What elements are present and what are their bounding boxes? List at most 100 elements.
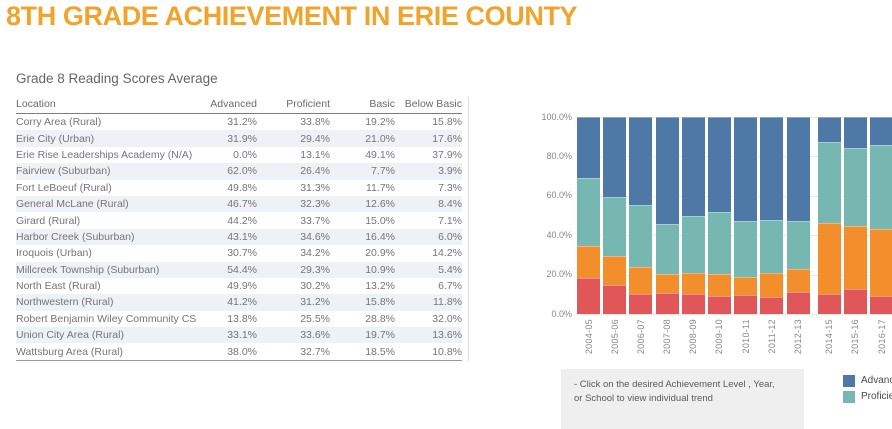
bar-segment-advanced[interactable] <box>681 117 705 217</box>
bar-segment-below-basic[interactable] <box>681 294 705 314</box>
basic-cell[interactable]: 21.0% <box>365 132 395 145</box>
below-basic-cell[interactable]: 17.6% <box>432 132 462 145</box>
bar-segment-basic[interactable] <box>681 273 705 295</box>
table-row[interactable]: North East (Rural) 49.9% 30.2% 13.2% 6.7% <box>16 278 462 294</box>
proficient-cell[interactable]: 29.3% <box>300 263 330 276</box>
basic-cell[interactable]: 18.5% <box>365 345 395 358</box>
advanced-cell[interactable]: 31.2% <box>227 116 257 129</box>
bar-segment-basic[interactable] <box>707 273 731 296</box>
bar-segment-proficient[interactable] <box>681 216 705 274</box>
bar-segment-advanced[interactable] <box>817 117 841 143</box>
bar-segment-below-basic[interactable] <box>843 288 867 314</box>
x-axis-label[interactable]: 2010-11 <box>740 319 751 354</box>
bar-segment-proficient[interactable] <box>629 205 653 267</box>
proficient-cell[interactable]: 31.3% <box>300 181 330 194</box>
bar-segment-advanced[interactable] <box>843 117 867 149</box>
table-row[interactable]: Erie Rise Leaderships Academy (N/A) 0.0% 1… <box>16 147 462 163</box>
table-row[interactable]: Northwestern (Rural) 41.2% 31.2% 15.8% 11.8% <box>16 294 462 311</box>
table-row[interactable]: Fort LeBoeuf (Rural) 49.8% 31.3% 11.7% 7.3% <box>16 180 462 196</box>
bar-segment-basic[interactable] <box>629 266 653 294</box>
bar-2016-17[interactable] <box>870 117 892 314</box>
x-axis-label[interactable]: 2007-08 <box>662 319 673 355</box>
bar-segment-advanced[interactable] <box>870 117 892 145</box>
location-cell[interactable]: Erie Rise Leaderships Academy (N/A) <box>16 148 193 161</box>
bar-segment-proficient[interactable] <box>734 221 758 277</box>
advanced-cell[interactable]: 49.8% <box>227 181 257 194</box>
bar-segment-basic[interactable] <box>786 269 810 292</box>
bar-2011-12[interactable] <box>760 117 784 314</box>
x-axis-label[interactable]: 2012-13 <box>793 319 803 355</box>
x-axis-label[interactable]: 2005-06 <box>609 319 620 355</box>
legend-item-advanced[interactable]: Advanced <box>843 374 892 387</box>
basic-cell[interactable]: 15.0% <box>365 214 395 227</box>
table-row[interactable]: Iroquois (Urban) 30.7% 34.2% 20.9% 14.2% <box>16 245 462 261</box>
bar-segment-proficient[interactable] <box>870 144 892 229</box>
x-axis-label[interactable]: 2014-15 <box>824 319 835 355</box>
location-cell[interactable]: General McLane (Rural) <box>16 198 129 211</box>
bar-2010-11[interactable] <box>734 117 758 314</box>
proficient-cell[interactable]: 33.6% <box>300 329 330 342</box>
basic-cell[interactable]: 16.4% <box>365 230 395 243</box>
bar-segment-basic[interactable] <box>603 255 627 286</box>
proficient-cell[interactable]: 33.8% <box>300 116 330 129</box>
below-basic-cell[interactable]: 37.9% <box>432 148 462 161</box>
location-cell[interactable]: Fort LeBoeuf (Rural) <box>16 181 112 194</box>
bar-2012-13[interactable] <box>786 117 810 314</box>
table-row[interactable]: Millcreek Township (Suburban) 54.4% 29.3% 1… <box>16 261 462 278</box>
bar-segment-below-basic[interactable] <box>786 291 810 314</box>
basic-cell[interactable]: 11.7% <box>366 181 395 194</box>
basic-cell[interactable]: 7.7% <box>371 165 395 178</box>
bar-segment-basic[interactable] <box>734 276 758 296</box>
legend-item-proficient[interactable]: Proficient <box>843 390 892 403</box>
proficient-cell[interactable]: 34.6% <box>300 230 330 243</box>
advanced-cell[interactable]: 30.7% <box>227 247 257 260</box>
bar-segment-proficient[interactable] <box>577 178 600 247</box>
location-cell[interactable]: Iroquois (Urban) <box>16 247 92 260</box>
table-row[interactable]: Corry Area (Rural) 31.2% 33.8% 19.2% 15.8% <box>16 114 462 130</box>
below-basic-cell[interactable]: 7.1% <box>438 214 462 227</box>
below-basic-cell[interactable]: 15.8% <box>432 116 462 129</box>
below-basic-cell[interactable]: 6.7% <box>438 280 462 293</box>
bar-segment-advanced[interactable] <box>734 117 758 222</box>
table-row[interactable]: Union City Area (Rural) 33.1% 33.6% 19.7% 13… <box>16 327 462 344</box>
advanced-cell[interactable]: 41.2% <box>227 296 257 309</box>
table-row[interactable]: Harbor Creek (Suburban) 43.1% 34.6% 16.4% 6.… <box>16 228 462 246</box>
bar-segment-advanced[interactable] <box>786 117 810 222</box>
proficient-cell[interactable]: 29.4% <box>300 132 330 145</box>
bar-segment-below-basic[interactable] <box>817 294 841 314</box>
proficient-cell[interactable]: 13.1% <box>300 148 330 161</box>
bar-2004-05[interactable] <box>577 117 600 314</box>
table-row[interactable]: General McLane (Rural) 46.7% 32.3% 12.6% 8.4… <box>16 195 462 213</box>
bar-segment-below-basic[interactable] <box>629 293 653 314</box>
below-basic-cell[interactable]: 3.9% <box>438 165 462 178</box>
bar-segment-basic[interactable] <box>577 246 600 278</box>
bar-segment-proficient[interactable] <box>786 221 810 270</box>
advanced-cell[interactable]: 13.8% <box>227 312 257 325</box>
bar-segment-advanced[interactable] <box>760 117 784 221</box>
table-row[interactable]: Erie City (Urban) 31.9% 29.4% 21.0% 17.6% <box>16 130 462 147</box>
x-axis-label[interactable]: 2004-05 <box>583 319 594 355</box>
bar-segment-advanced[interactable] <box>577 117 600 179</box>
bar-segment-advanced[interactable] <box>707 117 731 212</box>
location-cell[interactable]: Robert Benjamin Wiley Community CS <box>16 312 197 325</box>
bar-segment-below-basic[interactable] <box>760 296 784 314</box>
bar-segment-advanced[interactable] <box>603 117 627 197</box>
below-basic-cell[interactable]: 5.4% <box>438 263 462 276</box>
location-cell[interactable]: Girard (Rural) <box>16 214 81 227</box>
location-cell[interactable]: Fairview (Suburban) <box>16 165 111 178</box>
proficient-cell[interactable]: 31.2% <box>300 296 330 309</box>
bar-2009-10[interactable] <box>707 117 731 314</box>
bar-2015-16[interactable] <box>843 117 867 314</box>
advanced-cell[interactable]: 49.9% <box>227 280 257 293</box>
basic-cell[interactable]: 19.2% <box>365 116 395 129</box>
x-axis-label[interactable]: 2015-16 <box>850 319 861 355</box>
bar-2008-09[interactable] <box>681 117 705 314</box>
advanced-cell[interactable]: 33.1% <box>227 329 257 342</box>
bar-segment-basic[interactable] <box>817 223 841 295</box>
bar-segment-proficient[interactable] <box>817 142 841 223</box>
proficient-cell[interactable]: 34.2% <box>300 247 330 260</box>
bar-segment-below-basic[interactable] <box>577 277 600 314</box>
proficient-cell[interactable]: 33.7% <box>300 214 330 227</box>
location-cell[interactable]: Millcreek Township (Suburban) <box>16 263 160 276</box>
proficient-cell[interactable]: 30.2% <box>300 280 330 293</box>
